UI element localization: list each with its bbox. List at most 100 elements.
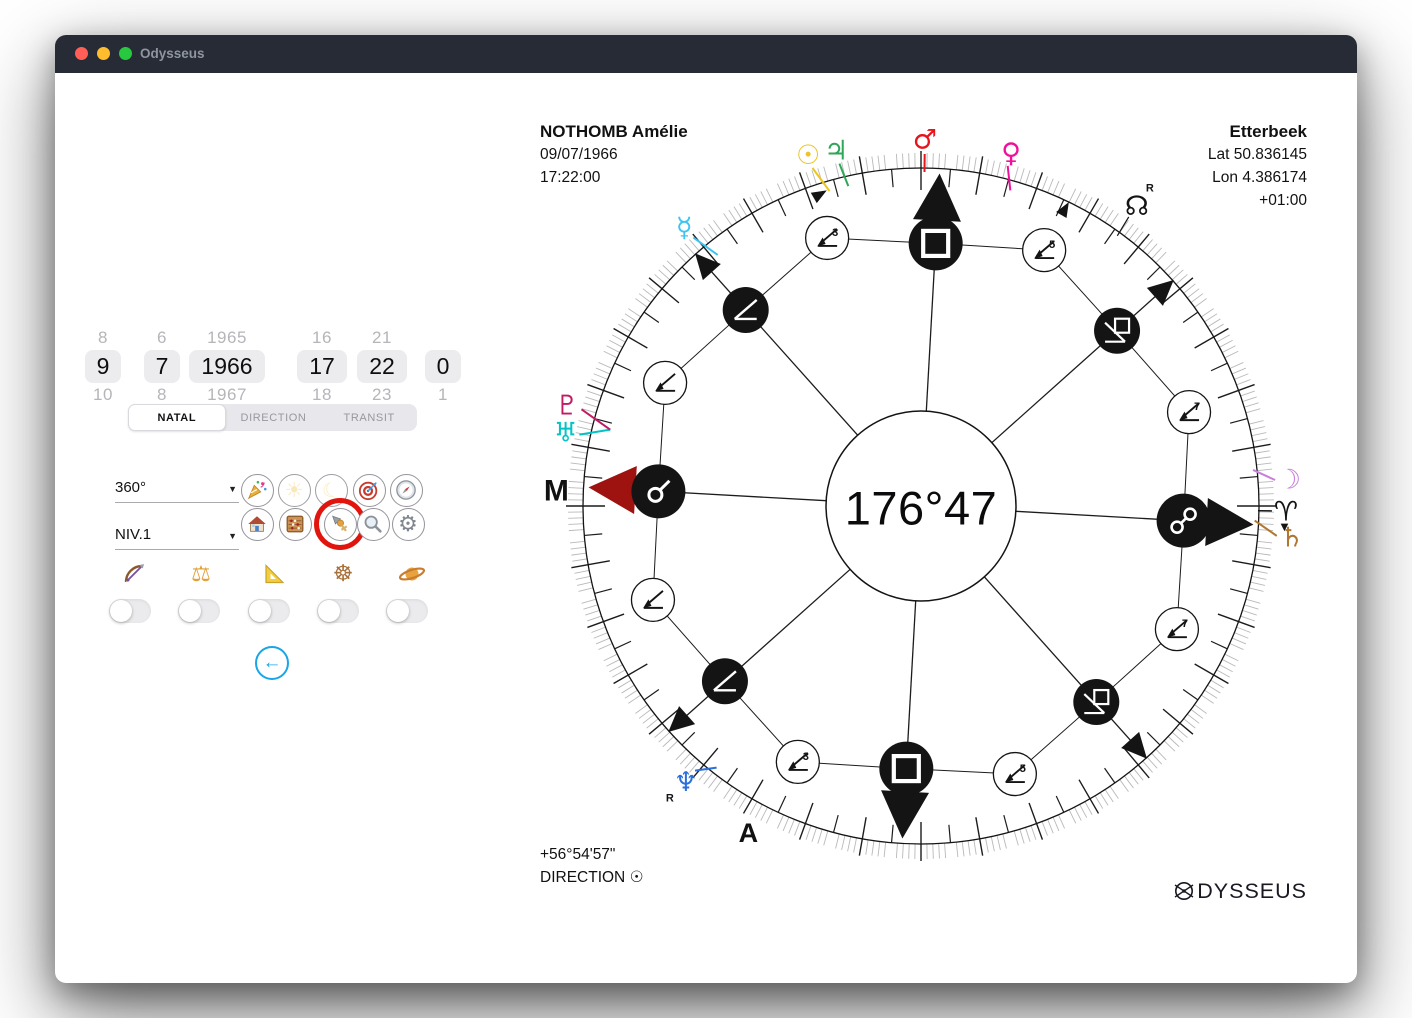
picker-column-hour[interactable]: 16 17 18 [267,327,377,406]
picker-hour-option[interactable]: 16 [312,328,332,347]
house-button[interactable] [240,507,274,541]
person-info: NOTHOMB Amélie 09/07/1966 17:22:00 [540,120,688,189]
aspect-badge-square[interactable] [908,216,963,271]
picker-day-selected[interactable]: 9 [84,350,122,383]
place-city: Etterbeek [1229,122,1307,141]
compass-button[interactable] [389,473,423,507]
picker-second-option[interactable] [440,327,445,349]
abacus-button[interactable] [278,507,312,541]
planet-jupiter[interactable] [838,163,850,187]
picker-second-selected[interactable]: 0 [424,350,462,383]
picker-day-option[interactable]: 8 [98,328,108,347]
chevron-down-icon: ▼ [228,484,237,494]
level-dropdown[interactable]: NIV.1 ▼ [115,526,239,550]
direction-mode: DIRECTION ☉ [540,868,644,886]
planet-venus[interactable] [1006,165,1012,191]
arrow-left-icon: ← [262,652,282,673]
back-button[interactable]: ← [255,646,289,680]
toggle-balance-scale[interactable] [178,599,220,623]
aspect-badge-opposition[interactable] [1156,493,1211,548]
planet-saturn[interactable] [1254,519,1278,537]
aspect-badge-semisquare[interactable] [722,286,769,333]
aspect-badge-square[interactable] [879,741,934,796]
planet-glyph: ♀ [1001,138,1021,169]
picker-day-option[interactable]: 10 [93,385,113,404]
picker-month-option[interactable]: 8 [157,385,167,404]
aspect-badge-semisquare-arrow[interactable]: 7 [1166,389,1212,435]
picker-column-month[interactable]: 6 7 8 [107,327,217,406]
aspect-badge-semisquare-arrow[interactable]: 7 [1154,607,1200,652]
zoom-window-button[interactable] [119,47,132,60]
planet-mercury[interactable] [692,236,719,256]
tab-direction[interactable]: DIRECTION [240,411,307,424]
tab-natal[interactable]: NATAL [128,404,226,431]
target-icon [358,479,380,501]
picker-year-selected[interactable]: 1966 [189,350,265,383]
aspect-badge-semisquare-arrow[interactable]: 3 [775,739,820,785]
aspect-badge-sesquiquadrate[interactable] [1073,679,1120,726]
planet-pointer-line [1116,216,1130,237]
picker-year-option[interactable]: 1967 [207,385,247,404]
movable-dial[interactable]: 5 7 7 5 3 3 [588,173,1254,839]
magnifier-button[interactable] [356,507,390,541]
minimize-window-button[interactable] [97,47,110,60]
target-button[interactable] [352,473,386,507]
aspect-badge-semisquare-arrow[interactable] [642,360,688,405]
toggle-ringed-planet[interactable] [386,599,428,623]
picker-second-option[interactable]: 1 [438,385,448,404]
toggle-set-square[interactable] [248,599,290,623]
dial-rim [582,167,1260,845]
dial-axis-arrow [881,790,930,839]
picker-minute-option[interactable]: 21 [372,328,392,347]
picker-minute-option[interactable]: 23 [372,385,392,404]
close-window-button[interactable] [75,47,88,60]
dial-diagonal-arrow [695,253,721,281]
aspect-badge-sesquiquadrate[interactable] [1094,307,1141,354]
moon-button[interactable]: ☾ [314,473,348,507]
planet-north-node[interactable] [1116,216,1130,237]
picker-column-minute[interactable]: 21 22 23 [327,327,437,406]
party-popper-icon [246,479,268,501]
picker-month-selected[interactable]: 7 [143,350,181,383]
picker-hour-option[interactable]: 18 [312,385,332,404]
svg-text:3: 3 [832,227,838,239]
tab-transit[interactable]: TRANSIT [343,411,395,424]
planet-neptune[interactable] [694,766,717,772]
zoom-dropdown-value: 360° [115,479,147,496]
planet-sun[interactable] [811,167,831,192]
planet-pointer-line [1254,519,1278,537]
dial-axis-arrow [1205,497,1254,546]
aspect-badge-semisquare-arrow[interactable]: 3 [804,215,850,261]
planet-uranus[interactable] [579,428,611,436]
retrograde-marker: R [666,792,674,804]
aspect-badge-semisquare-arrow[interactable]: 5 [992,751,1038,797]
aspect-badge-semisquare[interactable] [701,658,748,705]
toggle-bow-and-arrow[interactable] [109,599,151,623]
rim-direction-arrow [1056,202,1069,219]
picker-column-day[interactable]: 8 9 10 [55,327,158,406]
sun-button[interactable]: ☀ [277,473,311,507]
zoom-dropdown[interactable]: 360° ▼ [115,479,239,503]
toggle-wheel[interactable] [317,599,359,623]
planet-pluto[interactable] [580,408,611,431]
planet-glyph: ☿ [676,212,693,243]
axis-label-M: M [544,475,569,508]
planet-moon[interactable] [1252,469,1276,481]
aspect-badge-semisquare-arrow[interactable] [630,577,676,623]
toggle-knob [387,600,409,622]
picker-month-option[interactable]: 6 [157,328,167,347]
wheel-icon: ☸ [332,561,354,587]
planet-glyph: ☉ [796,140,820,171]
aspect-badge-conjunction[interactable] [631,464,686,519]
gear-button[interactable]: ⚙ [391,507,425,541]
aspect-badge-semisquare-arrow[interactable]: 5 [1022,227,1067,273]
picker-hour-selected[interactable]: 17 [297,350,347,383]
planet-pointer-button[interactable] [323,507,357,541]
picker-year-option[interactable]: 1965 [207,328,247,347]
svg-text:3: 3 [803,751,809,763]
party-popper-button[interactable] [240,473,274,507]
picker-column-year[interactable]: 1965 1966 1967 [172,327,282,406]
picker-minute-selected[interactable]: 22 [357,350,407,383]
